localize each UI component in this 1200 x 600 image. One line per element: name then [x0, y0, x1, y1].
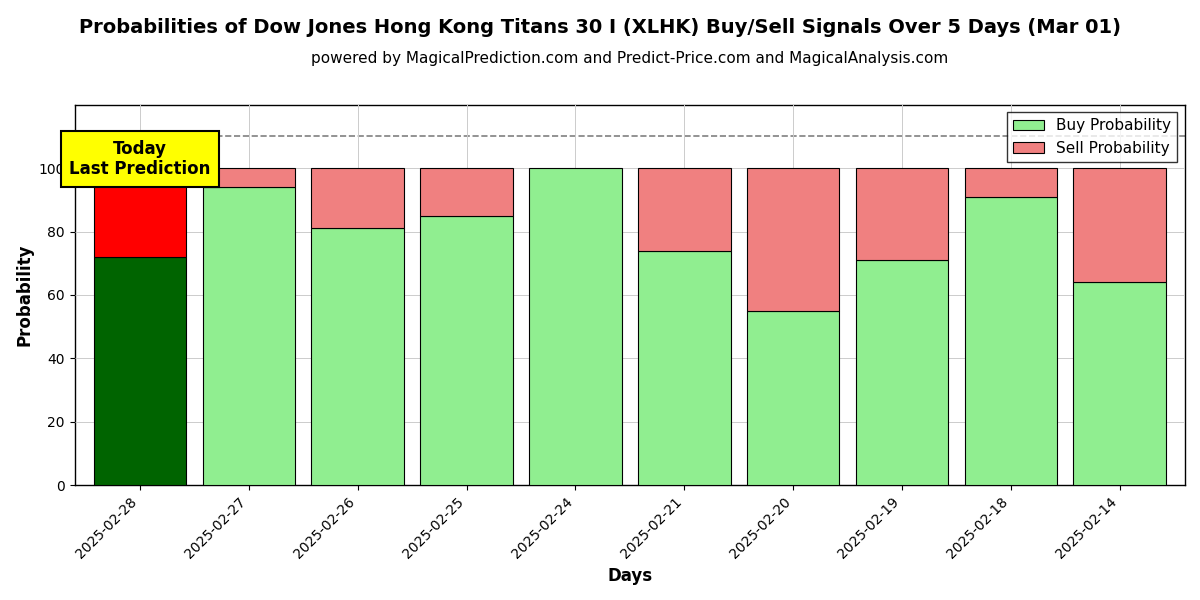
- Bar: [420, 168, 512, 215]
- Bar: [529, 168, 622, 485]
- Text: Probabilities of Dow Jones Hong Kong Titans 30 I (XLHK) Buy/Sell Signals Over 5 : Probabilities of Dow Jones Hong Kong Tit…: [79, 18, 1121, 37]
- Bar: [94, 257, 186, 485]
- Title: powered by MagicalPrediction.com and Predict-Price.com and MagicalAnalysis.com: powered by MagicalPrediction.com and Pre…: [311, 51, 948, 66]
- Bar: [856, 260, 948, 485]
- X-axis label: Days: Days: [607, 567, 653, 585]
- Y-axis label: Probability: Probability: [16, 244, 34, 346]
- Bar: [203, 168, 295, 187]
- Bar: [312, 229, 404, 485]
- Legend: Buy Probability, Sell Probability: Buy Probability, Sell Probability: [1007, 112, 1177, 162]
- Bar: [638, 251, 731, 485]
- Bar: [1074, 168, 1166, 282]
- Bar: [312, 168, 404, 229]
- Bar: [856, 168, 948, 260]
- Bar: [746, 168, 839, 311]
- Bar: [1074, 282, 1166, 485]
- Bar: [746, 311, 839, 485]
- Bar: [203, 187, 295, 485]
- Bar: [420, 215, 512, 485]
- Bar: [965, 168, 1057, 197]
- Bar: [638, 168, 731, 251]
- Bar: [965, 197, 1057, 485]
- Bar: [94, 168, 186, 257]
- Text: Today
Last Prediction: Today Last Prediction: [70, 140, 211, 178]
